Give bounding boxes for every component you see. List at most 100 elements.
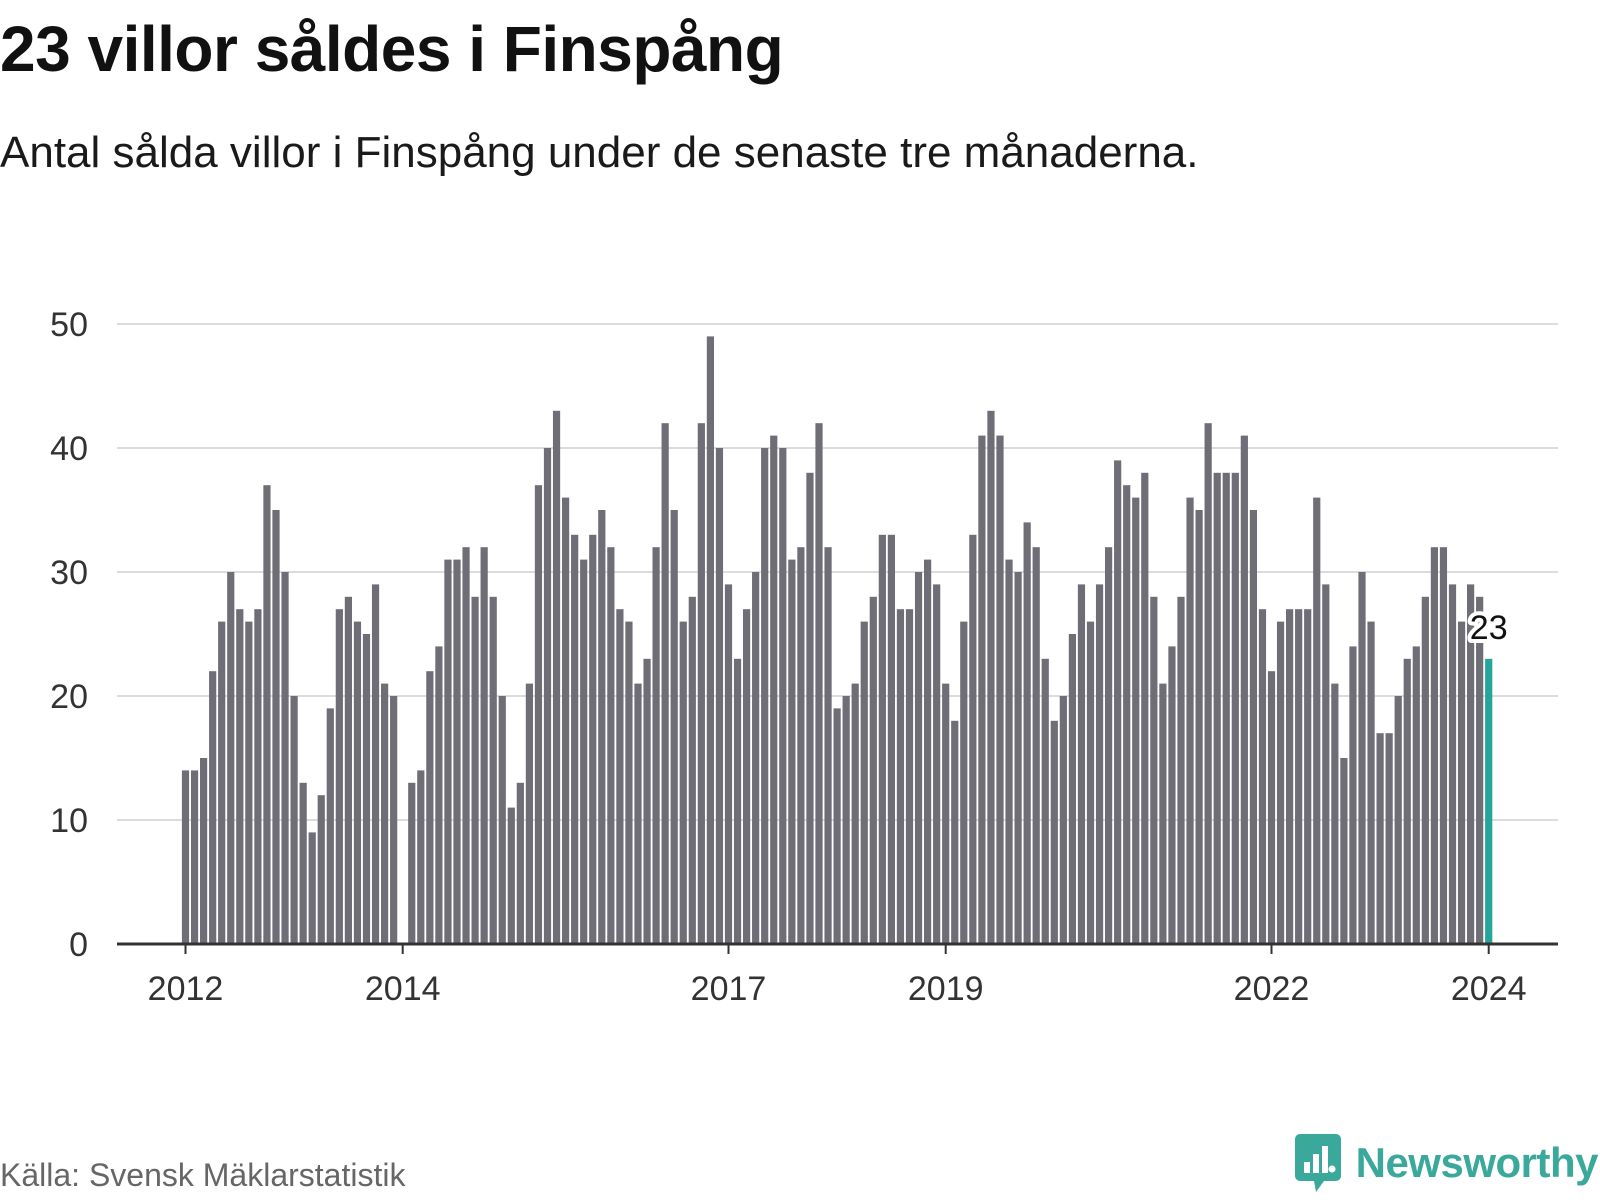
bar (1240, 435, 1248, 944)
bar (480, 547, 488, 944)
bar (1177, 596, 1185, 944)
bar (896, 609, 905, 944)
bar (697, 423, 705, 944)
bar (534, 485, 543, 944)
bar (715, 448, 724, 944)
bar (1412, 646, 1420, 944)
bar (1385, 733, 1393, 944)
y-tick-label: 0 (69, 926, 88, 964)
bar (525, 683, 533, 944)
brand-name: Newsworthy (1355, 1139, 1599, 1186)
bar (1023, 522, 1031, 944)
x-tick-label: 2024 (1451, 970, 1527, 1008)
bar (1059, 696, 1067, 944)
bar (326, 708, 334, 944)
bar (589, 534, 597, 944)
bar (1150, 596, 1158, 944)
bar (607, 547, 615, 944)
chart-title: 23 villor såldes i Finspång (0, 13, 784, 85)
data-label: 23 (1470, 609, 1508, 647)
bar (1367, 621, 1375, 944)
bar (1086, 621, 1095, 944)
bar-highlight (1485, 658, 1493, 944)
bar (190, 770, 199, 944)
bar (1186, 497, 1194, 944)
bar (942, 683, 950, 944)
bar (516, 782, 524, 944)
bar (543, 448, 552, 944)
bar (724, 584, 733, 944)
bar (1068, 634, 1076, 944)
bar (833, 708, 841, 944)
bar (552, 410, 561, 944)
bar (1213, 472, 1221, 944)
bar (996, 435, 1004, 944)
bar (1457, 621, 1466, 944)
bar (761, 448, 769, 944)
bar (290, 696, 298, 944)
bar (806, 472, 814, 944)
bar (1077, 584, 1086, 944)
bar (1195, 510, 1203, 944)
bar (1331, 683, 1339, 944)
bar (1313, 497, 1321, 944)
bar (471, 596, 479, 944)
bar (1014, 572, 1022, 944)
bar (688, 596, 696, 944)
bar (571, 534, 579, 944)
bar (245, 621, 253, 944)
bar (842, 696, 850, 944)
x-tick-label: 2022 (1234, 970, 1310, 1008)
bar (1050, 720, 1058, 944)
bar (788, 559, 796, 944)
bar (960, 621, 968, 944)
bar (335, 609, 343, 944)
bar (1476, 596, 1484, 944)
bar (281, 572, 289, 944)
bar (462, 547, 470, 944)
bar (1258, 609, 1267, 944)
y-tick-label: 40 (50, 430, 88, 468)
bar (362, 634, 371, 944)
source-text: Källa: Svensk Mäklarstatistik (0, 1157, 406, 1193)
bar (580, 559, 588, 944)
bar (987, 410, 995, 944)
bar (371, 584, 380, 944)
bar (227, 572, 235, 944)
y-tick-label: 20 (50, 678, 88, 716)
bar (924, 559, 932, 944)
bar (218, 621, 226, 944)
bar (797, 547, 805, 944)
bar (1403, 658, 1411, 944)
bar (733, 658, 742, 944)
bar (272, 510, 280, 944)
bar (1005, 559, 1013, 944)
bar (299, 782, 307, 944)
bar (353, 621, 362, 944)
bar (417, 770, 425, 944)
bar (435, 646, 443, 944)
bar (770, 435, 778, 944)
bar (634, 683, 642, 944)
newsworthy-logo[interactable]: Newsworthy (1294, 1132, 1599, 1194)
bar (317, 795, 325, 944)
bar (1439, 547, 1448, 944)
y-tick-label: 50 (50, 306, 88, 344)
bar (933, 584, 941, 944)
bar (652, 547, 660, 944)
bar (661, 423, 669, 944)
bar (1430, 547, 1438, 944)
x-tick-label: 2019 (908, 970, 984, 1008)
bar (1276, 621, 1285, 944)
bar (1304, 609, 1312, 944)
bar (1231, 472, 1239, 944)
bar (1467, 584, 1475, 944)
bar (181, 770, 190, 944)
bar (1222, 472, 1230, 944)
bar (887, 534, 895, 944)
bar (408, 782, 416, 944)
bar (444, 559, 452, 944)
bar (752, 572, 760, 944)
bar (1376, 733, 1384, 944)
